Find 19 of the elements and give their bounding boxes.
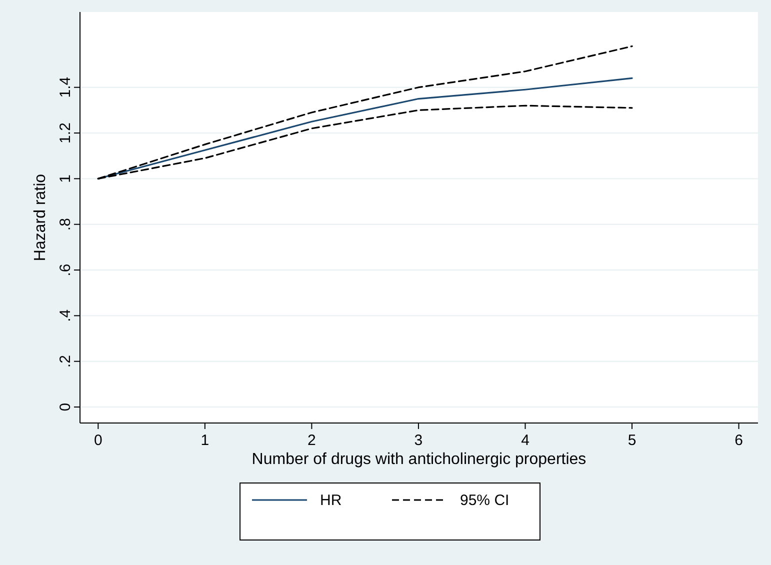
y-tick-label: 1.2 (57, 122, 74, 144)
x-tick-label: 2 (308, 432, 316, 449)
y-tick-label: .6 (57, 264, 74, 276)
y-tick-label: 1.4 (57, 76, 74, 98)
x-tick-label: 3 (414, 432, 423, 449)
y-tick-label: .8 (57, 218, 74, 231)
y-axis-title: Hazard ratio (32, 174, 49, 262)
x-tick-label: 5 (628, 432, 636, 449)
legend-label: 95% CI (460, 492, 510, 509)
x-tick-label: 6 (734, 432, 743, 449)
x-tick-label: 1 (200, 432, 210, 449)
x-tick-label: 0 (94, 432, 102, 449)
y-tick-label: 0 (57, 402, 74, 412)
y-tick-label: .4 (57, 309, 74, 322)
y-tick-label: 1 (57, 174, 74, 183)
x-tick-label: 4 (521, 432, 530, 449)
x-axis-title: Number of drugs with anticholinergic properties (252, 451, 586, 468)
y-tick-label: .2 (57, 355, 74, 368)
legend-label: HR (320, 492, 342, 509)
